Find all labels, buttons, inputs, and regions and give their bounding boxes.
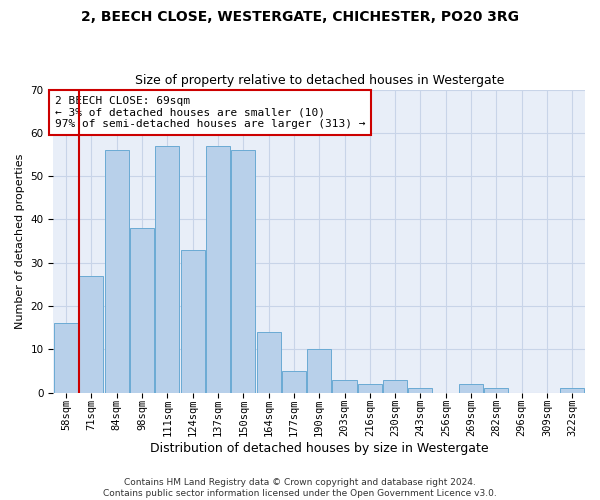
Bar bbox=[231, 150, 255, 392]
Bar bbox=[206, 146, 230, 392]
Text: 2, BEECH CLOSE, WESTERGATE, CHICHESTER, PO20 3RG: 2, BEECH CLOSE, WESTERGATE, CHICHESTER, … bbox=[81, 10, 519, 24]
Bar bbox=[560, 388, 584, 392]
Bar bbox=[409, 388, 433, 392]
Title: Size of property relative to detached houses in Westergate: Size of property relative to detached ho… bbox=[134, 74, 504, 87]
X-axis label: Distribution of detached houses by size in Westergate: Distribution of detached houses by size … bbox=[150, 442, 488, 455]
Bar bbox=[130, 228, 154, 392]
Bar bbox=[358, 384, 382, 392]
Bar bbox=[307, 350, 331, 393]
Text: 2 BEECH CLOSE: 69sqm
← 3% of detached houses are smaller (10)
97% of semi-detach: 2 BEECH CLOSE: 69sqm ← 3% of detached ho… bbox=[55, 96, 365, 130]
Bar bbox=[332, 380, 356, 392]
Bar bbox=[79, 276, 103, 392]
Bar bbox=[181, 250, 205, 392]
Bar bbox=[155, 146, 179, 392]
Bar bbox=[54, 324, 78, 392]
Bar bbox=[383, 380, 407, 392]
Bar bbox=[459, 384, 483, 392]
Bar bbox=[484, 388, 508, 392]
Text: Contains HM Land Registry data © Crown copyright and database right 2024.
Contai: Contains HM Land Registry data © Crown c… bbox=[103, 478, 497, 498]
Y-axis label: Number of detached properties: Number of detached properties bbox=[15, 154, 25, 329]
Bar bbox=[282, 371, 306, 392]
Bar bbox=[104, 150, 129, 392]
Bar bbox=[257, 332, 281, 392]
